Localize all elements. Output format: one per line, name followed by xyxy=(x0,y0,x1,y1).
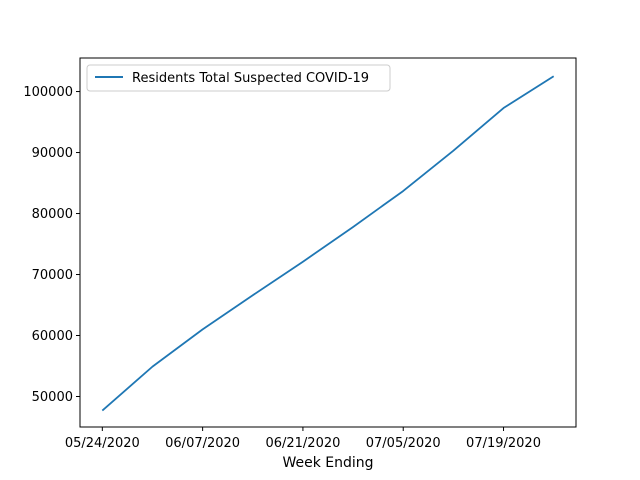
x-tick-label: 06/21/2020 xyxy=(265,436,340,451)
y-tick-label: 50000 xyxy=(32,390,73,405)
series-line xyxy=(101,75,555,412)
y-axis: 50000 60000 70000 80000 90000 100000 xyxy=(23,85,80,405)
y-tick-label: 90000 xyxy=(32,146,73,161)
x-tick-label: 07/19/2020 xyxy=(466,436,541,451)
x-axis: 05/24/2020 06/07/2020 06/21/2020 07/05/2020… xyxy=(65,427,541,451)
y-tick-label: 100000 xyxy=(23,85,73,100)
axes-frame xyxy=(79,57,577,428)
x-tick-label: 07/05/2020 xyxy=(366,436,441,451)
x-axis-label: Week Ending xyxy=(282,455,373,471)
y-tick-label: 60000 xyxy=(32,329,73,344)
y-tick-label: 70000 xyxy=(32,268,73,283)
plot-area xyxy=(79,57,577,428)
legend-box xyxy=(86,64,391,92)
legend-label: Residents Total Suspected COVID-19 xyxy=(132,71,369,86)
y-tick-label: 80000 xyxy=(32,207,73,222)
x-tick-label: 06/07/2020 xyxy=(165,436,240,451)
legend: Residents Total Suspected COVID-19 xyxy=(86,64,391,92)
x-tick-label: 05/24/2020 xyxy=(65,436,140,451)
series-layer xyxy=(101,75,555,412)
